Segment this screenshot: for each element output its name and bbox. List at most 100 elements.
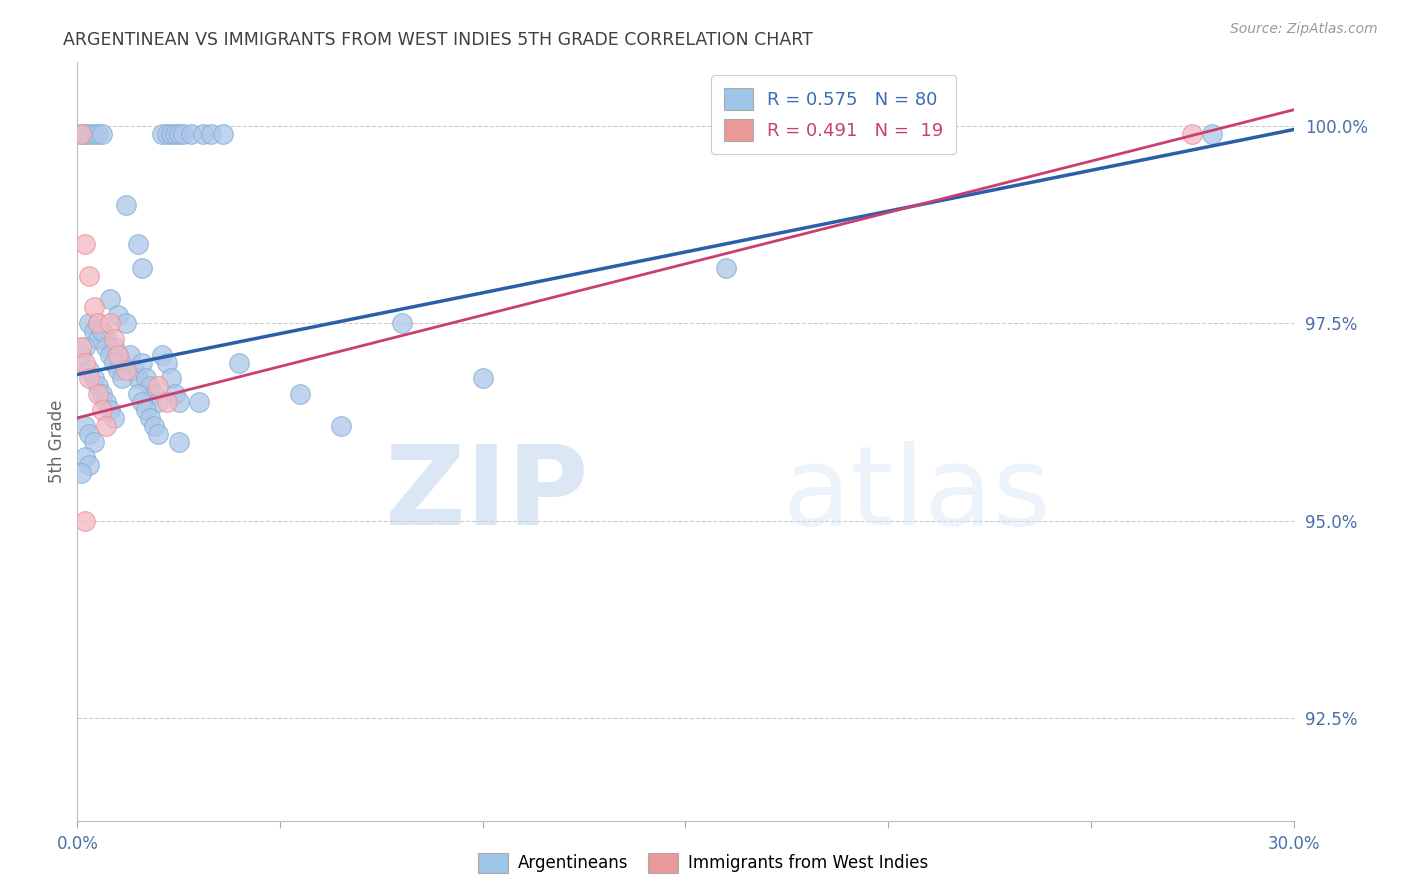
Point bbox=[103, 332, 125, 346]
Point bbox=[90, 324, 112, 338]
Point bbox=[75, 450, 97, 465]
Point bbox=[152, 348, 174, 362]
Point bbox=[107, 348, 129, 362]
Point bbox=[70, 340, 93, 354]
Point bbox=[79, 268, 101, 283]
Point bbox=[118, 348, 141, 362]
Point bbox=[115, 197, 138, 211]
Point bbox=[103, 355, 125, 369]
Point bbox=[127, 237, 149, 252]
Point bbox=[86, 387, 108, 401]
Point bbox=[70, 127, 93, 141]
Point bbox=[139, 379, 162, 393]
Point bbox=[1181, 127, 1204, 141]
Point bbox=[111, 355, 134, 369]
Point bbox=[83, 127, 105, 141]
Point bbox=[122, 363, 145, 377]
Point bbox=[155, 395, 177, 409]
Point bbox=[135, 371, 157, 385]
Point bbox=[90, 387, 112, 401]
Point bbox=[155, 127, 177, 141]
Point bbox=[107, 348, 129, 362]
Point bbox=[172, 127, 194, 141]
Point bbox=[290, 387, 312, 401]
Point bbox=[90, 403, 112, 417]
Point bbox=[155, 355, 177, 369]
Point bbox=[115, 363, 138, 377]
Point bbox=[90, 324, 112, 338]
Point bbox=[191, 127, 214, 141]
Point bbox=[98, 348, 121, 362]
Text: atlas: atlas bbox=[783, 442, 1052, 548]
Point bbox=[70, 348, 93, 362]
Point bbox=[79, 426, 101, 441]
Point bbox=[167, 434, 190, 449]
Point bbox=[75, 237, 97, 252]
Point bbox=[391, 316, 413, 330]
Point bbox=[471, 371, 494, 385]
Point bbox=[143, 418, 166, 433]
Point bbox=[107, 308, 129, 322]
Point bbox=[159, 127, 181, 141]
Point bbox=[75, 340, 97, 354]
Point bbox=[83, 371, 105, 385]
Point bbox=[152, 127, 174, 141]
Point bbox=[163, 127, 186, 141]
Point bbox=[148, 426, 170, 441]
Point bbox=[75, 127, 97, 141]
Point bbox=[127, 371, 149, 385]
Point bbox=[94, 332, 117, 346]
Point bbox=[111, 371, 134, 385]
Point bbox=[103, 410, 125, 425]
Point bbox=[131, 260, 153, 275]
Point bbox=[1201, 127, 1223, 141]
Point bbox=[79, 371, 101, 385]
Point bbox=[86, 379, 108, 393]
Point bbox=[86, 316, 108, 330]
Point bbox=[127, 387, 149, 401]
Point bbox=[79, 316, 101, 330]
Legend: Argentineans, Immigrants from West Indies: Argentineans, Immigrants from West Indie… bbox=[471, 847, 935, 880]
Point bbox=[200, 127, 222, 141]
Point bbox=[83, 300, 105, 314]
Point bbox=[86, 332, 108, 346]
Point bbox=[94, 340, 117, 354]
Text: Source: ZipAtlas.com: Source: ZipAtlas.com bbox=[1230, 22, 1378, 37]
Point bbox=[139, 410, 162, 425]
Point bbox=[163, 387, 186, 401]
Point bbox=[167, 395, 190, 409]
Point bbox=[148, 379, 170, 393]
Point bbox=[75, 418, 97, 433]
Point bbox=[103, 340, 125, 354]
Point bbox=[131, 355, 153, 369]
Point bbox=[75, 514, 97, 528]
Point bbox=[135, 403, 157, 417]
Point bbox=[107, 363, 129, 377]
Point bbox=[98, 293, 121, 307]
Point bbox=[83, 434, 105, 449]
Text: ARGENTINEAN VS IMMIGRANTS FROM WEST INDIES 5TH GRADE CORRELATION CHART: ARGENTINEAN VS IMMIGRANTS FROM WEST INDI… bbox=[63, 31, 813, 49]
Point bbox=[188, 395, 211, 409]
Point bbox=[94, 395, 117, 409]
Legend: R = 0.575   N = 80, R = 0.491   N =  19: R = 0.575 N = 80, R = 0.491 N = 19 bbox=[711, 75, 956, 153]
Point bbox=[86, 316, 108, 330]
Point bbox=[90, 127, 112, 141]
Y-axis label: 5th Grade: 5th Grade bbox=[48, 400, 66, 483]
Point bbox=[79, 127, 101, 141]
Point bbox=[98, 316, 121, 330]
Point bbox=[98, 403, 121, 417]
Point bbox=[159, 371, 181, 385]
Point bbox=[94, 418, 117, 433]
Point bbox=[86, 127, 108, 141]
Point bbox=[143, 387, 166, 401]
Point bbox=[83, 324, 105, 338]
Point bbox=[148, 395, 170, 409]
Point bbox=[79, 458, 101, 473]
Point bbox=[70, 127, 93, 141]
Point bbox=[131, 395, 153, 409]
Point bbox=[75, 355, 97, 369]
Point bbox=[167, 127, 190, 141]
Point bbox=[180, 127, 202, 141]
Point bbox=[115, 316, 138, 330]
Text: ZIP: ZIP bbox=[385, 442, 588, 548]
